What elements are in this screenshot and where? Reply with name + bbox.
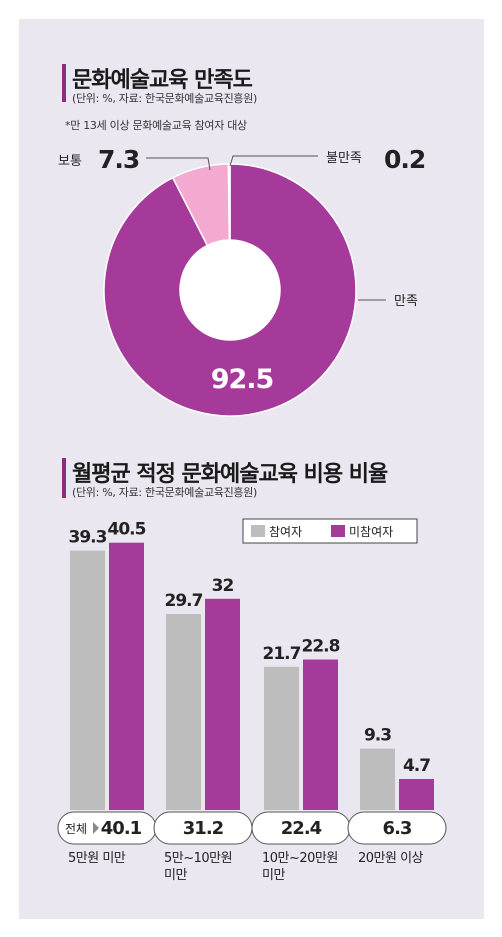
total-pill bbox=[347, 811, 447, 845]
bar-0-0 bbox=[70, 550, 105, 810]
bar-chart-subtitle: (단위: %, 자료: 한국문화예술교육진흥원) bbox=[72, 486, 258, 499]
pie-slice-label: 불만족 bbox=[326, 151, 362, 166]
bar-value-label: 22.8 bbox=[302, 637, 340, 657]
bar-value-label: 21.7 bbox=[263, 644, 301, 664]
legend-box bbox=[242, 518, 418, 544]
category-label: 10만~20만원 bbox=[262, 851, 338, 866]
total-label: 전체 bbox=[65, 822, 87, 836]
bar-1-1 bbox=[205, 598, 240, 810]
pie-leader-line bbox=[229, 155, 318, 167]
category-label: 미만 bbox=[164, 868, 187, 883]
bar-2-0 bbox=[264, 666, 299, 810]
donut-hole bbox=[180, 240, 280, 340]
bar-2-1 bbox=[303, 659, 338, 810]
bar-1-0 bbox=[166, 613, 201, 810]
bar-value-label: 9.3 bbox=[364, 726, 391, 746]
bar-3-1 bbox=[399, 778, 434, 810]
bar-value-label: 40.5 bbox=[108, 520, 146, 540]
total-value-label: 40.1 bbox=[101, 818, 142, 839]
bar-value-label: 32 bbox=[212, 576, 234, 596]
bar-value-label: 39.3 bbox=[69, 528, 107, 548]
total-arrow-icon bbox=[93, 822, 99, 834]
total-value-label: 22.4 bbox=[281, 818, 322, 839]
title-accent-bar-1 bbox=[62, 64, 66, 102]
bar-3-0 bbox=[360, 748, 395, 810]
legend-swatch bbox=[331, 525, 345, 537]
pie-value-label: 7.3 bbox=[98, 145, 139, 174]
pie-slice-label: 만족 bbox=[394, 294, 418, 309]
category-label: 5만원 미만 bbox=[68, 851, 126, 866]
title-accent-bar-2 bbox=[62, 458, 66, 498]
pie-chart-subtitle: (단위: %, 자료: 한국문화예술교육진흥원) bbox=[72, 92, 258, 105]
bar-0-1 bbox=[109, 542, 144, 810]
pie-slice-label: 보통 bbox=[58, 154, 82, 169]
category-label: 5만~10만원 bbox=[164, 851, 232, 866]
legend-swatch bbox=[251, 525, 265, 537]
bar-value-label: 29.7 bbox=[165, 591, 203, 611]
legend-label: 참여자 bbox=[269, 525, 302, 539]
pie-chart-title: 문화예술교육 만족도 bbox=[72, 68, 253, 93]
pie-slice-2 bbox=[227, 163, 231, 241]
total-value-label: 6.3 bbox=[383, 818, 412, 839]
bar-chart-title: 월평균 적정 문화예술교육 비용 비율 bbox=[72, 462, 388, 487]
pie-value-label: 92.5 bbox=[211, 364, 274, 395]
pie-leader-line bbox=[146, 157, 211, 171]
total-value-label: 31.2 bbox=[183, 818, 223, 839]
pie-chart-note: *만 13세 이상 문화예술교육 참여자 대상 bbox=[65, 119, 247, 132]
category-label: 미만 bbox=[262, 868, 285, 883]
bar-value-label: 4.7 bbox=[403, 756, 430, 776]
legend-label: 미참여자 bbox=[349, 525, 393, 539]
pie-value-label: 0.2 bbox=[384, 145, 425, 174]
category-label: 20만원 이상 bbox=[358, 851, 424, 866]
